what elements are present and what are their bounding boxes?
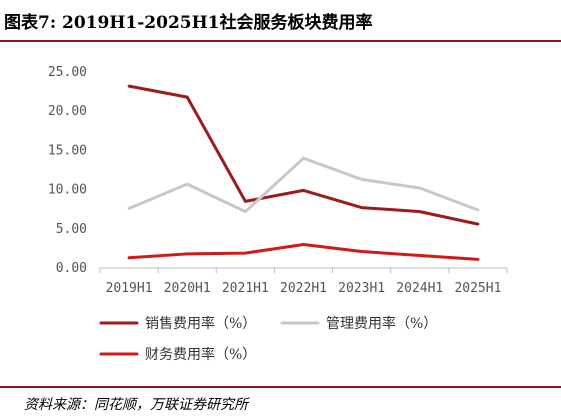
footer-rule	[0, 386, 561, 388]
title-rule	[0, 40, 561, 42]
y-tick-label: 25.00	[48, 65, 87, 80]
x-tick-label: 2025H1	[454, 281, 501, 296]
x-tick-label: 2023H1	[338, 281, 385, 296]
y-tick-label: 5.00	[56, 222, 87, 237]
legend-label: 销售费用率（%）	[145, 315, 256, 332]
y-tick-label: 0.00	[56, 261, 87, 276]
x-tick-label: 2019H1	[106, 281, 153, 296]
x-tick-label: 2022H1	[280, 281, 327, 296]
y-tick-label: 20.00	[48, 104, 87, 119]
series-line-2	[127, 156, 480, 214]
series-line-1	[127, 84, 480, 226]
y-tick-label: 15.00	[48, 143, 87, 158]
x-tick-label: 2024H1	[396, 281, 443, 296]
x-tick-label: 2021H1	[222, 281, 269, 296]
y-tick-label: 10.00	[48, 183, 87, 198]
legend-label: 财务费用率（%）	[145, 346, 256, 363]
series-line-3	[127, 243, 480, 261]
x-tick-label: 2020H1	[164, 281, 211, 296]
source-note: 资料来源：同花顺，万联证券研究所	[24, 397, 248, 413]
chart-title: 图表7: 2019H1-2025H1社会服务板块费用率	[4, 13, 373, 33]
legend-label: 管理费用率（%）	[326, 315, 437, 332]
